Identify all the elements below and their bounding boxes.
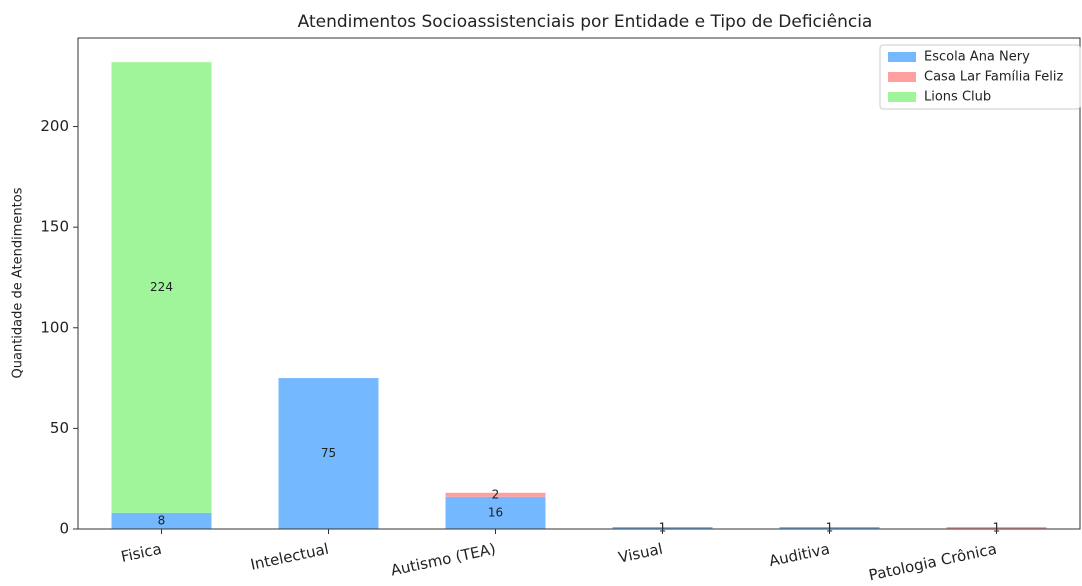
value-label: 2 (492, 487, 500, 501)
y-tick-label: 200 (40, 117, 69, 135)
value-label: 1 (826, 520, 834, 534)
legend-label: Lions Club (924, 90, 991, 105)
y-tick-label: 150 (40, 218, 69, 236)
bar-segment (779, 526, 880, 529)
legend-swatch (888, 92, 916, 102)
x-tick-label: Auditiva (767, 540, 831, 570)
legend-label: Escola Ana Nery (924, 50, 1030, 65)
bar-segment (111, 512, 212, 529)
value-label: 1 (993, 520, 1001, 534)
x-tick-label: Fisica (119, 540, 163, 566)
legend-box (879, 44, 1081, 110)
bar-segment (111, 62, 212, 513)
legend-swatch (888, 72, 916, 82)
legend-swatch (888, 52, 916, 62)
y-tick-label: 50 (50, 419, 69, 437)
bar-segment (946, 526, 1047, 529)
bar-segment (445, 492, 546, 497)
x-tick-label: Intelectual (249, 540, 330, 574)
y-axis-label: Quantidade de Atendimentos (11, 187, 26, 378)
x-tick-label: Autismo (TEA) (389, 540, 497, 580)
plot-frame (77, 37, 1081, 530)
value-label: 16 (488, 505, 503, 519)
value-label: 75 (321, 446, 336, 460)
x-tick-label: Patologia Crônica (867, 540, 998, 585)
value-label: 1 (659, 520, 667, 534)
y-tick-label: 0 (59, 520, 69, 538)
legend-label: Casa Lar Família Feliz (924, 70, 1063, 85)
chart-title: Atendimentos Socioassistenciais por Enti… (298, 12, 873, 32)
bar-segment (612, 526, 713, 529)
x-tick-label: Visual (617, 540, 665, 567)
y-tick-label: 100 (40, 318, 69, 336)
bar-segment (278, 378, 379, 529)
value-label: 8 (158, 513, 166, 527)
value-label: 224 (150, 280, 173, 294)
bar-segment (445, 496, 546, 529)
